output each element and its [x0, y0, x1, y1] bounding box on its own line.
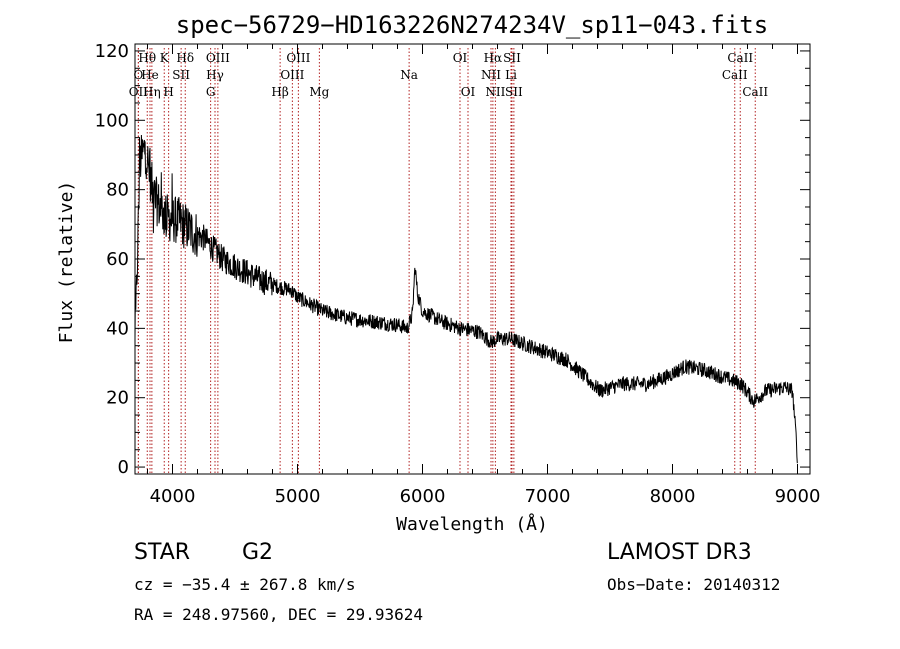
line-label: H — [163, 85, 173, 99]
object-class: STAR — [134, 540, 190, 565]
line-label: OIII — [286, 51, 310, 65]
y-tick-label: 20 — [106, 388, 129, 409]
x-tick-label: 5000 — [275, 486, 321, 507]
line-label: NII — [485, 85, 505, 99]
x-tick-label: 9000 — [775, 486, 821, 507]
obs-date: Obs−Date: 20140312 — [607, 575, 780, 594]
x-tick-label: 6000 — [400, 486, 446, 507]
line-label: CaII — [722, 68, 748, 82]
line-label: OI — [461, 85, 476, 99]
line-label: SII — [172, 68, 190, 82]
chart-title: spec−56729−HD163226N274234V_sp11−043.fit… — [176, 11, 768, 39]
line-label: NII — [481, 68, 501, 82]
line-label: Hβ — [271, 85, 288, 99]
spectrum-line — [134, 134, 798, 464]
line-label: O — [133, 68, 143, 82]
spectrum-series — [134, 134, 798, 464]
line-label: Li — [505, 68, 517, 82]
line-label: Mg — [309, 85, 329, 99]
y-tick-label: 80 — [106, 180, 129, 201]
redshift-text: cz = −35.4 ± 267.8 km/s — [134, 575, 356, 594]
line-label: CaII — [742, 85, 768, 99]
y-tick-label: 40 — [106, 318, 129, 339]
line-label: SII — [505, 85, 523, 99]
line-label: SII — [503, 51, 521, 65]
x-axis-label: Wavelength (Å) — [396, 513, 548, 535]
line-labels: Hθ O OII He Hη K H SII Hδ OIII Hγ G Hβ OIII OIII Mg Na OI… — [129, 51, 769, 99]
y-tick-label: 100 — [95, 110, 129, 131]
line-label: He — [141, 68, 159, 82]
x-tick-label: 4000 — [150, 486, 196, 507]
line-label: OIII — [280, 68, 304, 82]
y-tick-label: 120 — [95, 41, 129, 62]
ra-dec: RA = 248.97560, DEC = 29.93624 — [134, 605, 423, 624]
y-tick-label: 0 — [118, 457, 129, 478]
line-label: Hθ — [138, 51, 156, 65]
axes: 4000 5000 6000 7000 8000 9000 0 20 40 60 80 100 120 — [95, 41, 821, 507]
line-label: OI — [453, 51, 468, 65]
line-label: K — [160, 51, 170, 65]
line-label: CaII — [727, 51, 753, 65]
plot-frame — [134, 43, 811, 475]
line-label: Hδ — [176, 51, 194, 65]
survey-name: LAMOST DR3 — [607, 540, 752, 565]
line-markers — [137, 48, 756, 474]
line-label: Na — [400, 68, 418, 82]
line-label: Hγ — [206, 68, 224, 82]
line-label: G — [206, 85, 216, 99]
x-tick-label: 7000 — [525, 486, 571, 507]
y-tick-label: 60 — [106, 249, 129, 270]
line-label: Hη — [143, 85, 161, 99]
x-tick-label: 8000 — [650, 486, 696, 507]
line-label: Hα — [484, 51, 503, 65]
object-subclass: G2 — [242, 540, 273, 565]
y-axis-label: Flux (relative) — [56, 181, 77, 344]
line-label: OII — [129, 85, 149, 99]
line-label: OIII — [206, 51, 230, 65]
